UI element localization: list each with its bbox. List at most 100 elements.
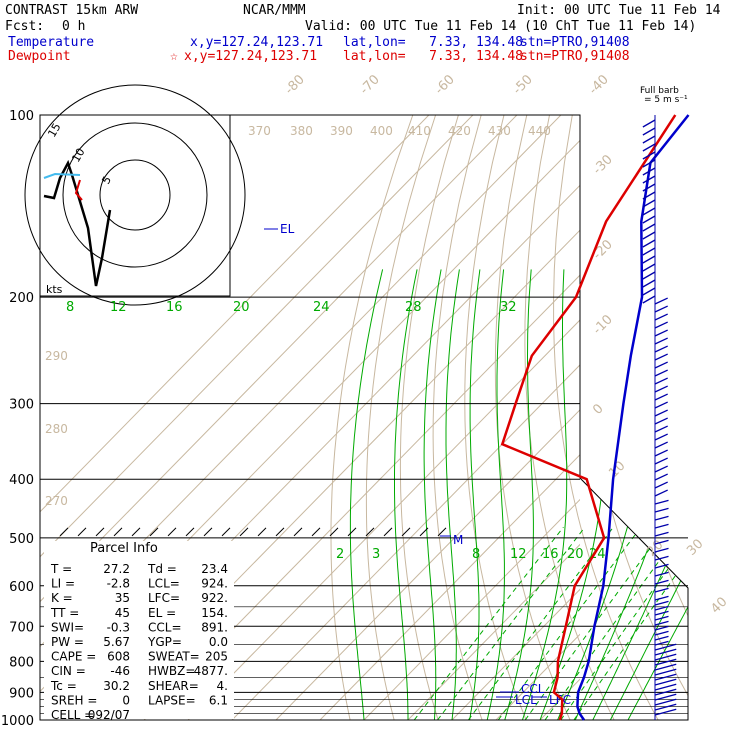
dew-star-icon: ☆ [170, 49, 178, 64]
wind-barb [654, 600, 669, 606]
mixing-ratio-line [544, 526, 685, 720]
wind-barb [642, 215, 656, 224]
hatch-mark [275, 527, 285, 537]
pressure-tick-label: 700 [9, 620, 34, 635]
isotherm-line [40, 115, 474, 558]
wind-barb [642, 223, 656, 232]
parcel-value: -0.3 [107, 620, 130, 634]
wind-barb [642, 287, 656, 296]
wind-barb [654, 620, 669, 626]
wind-barb [654, 377, 668, 385]
wind-barb [654, 663, 677, 671]
isotherm-line [143, 274, 580, 720]
pressure-tick-label: 400 [9, 473, 34, 488]
parcel-key: SHEAR= [148, 679, 199, 693]
moist-adiabat-line [592, 269, 688, 720]
wind-barb [654, 449, 668, 457]
wind-barb [654, 361, 668, 369]
parcel-key: LI = [51, 577, 75, 591]
parcel-key: EL = [148, 606, 176, 620]
parcel-title: Parcel Info [90, 541, 158, 556]
mixing-ratio-label: 16 [166, 300, 183, 315]
wind-barb [654, 640, 669, 646]
parcel-value: 27.2 [103, 562, 130, 576]
isotherm-label: 10 [606, 459, 628, 481]
mixing-ratio-label: 20 [233, 300, 250, 315]
wind-barb [642, 295, 656, 304]
isotherm-label: -40 [586, 72, 612, 98]
isotherm-line [40, 115, 430, 513]
parcel-key: PW = [51, 635, 84, 649]
moist-adiabat-line [627, 269, 688, 720]
mixing-ratio-label: 8 [472, 547, 480, 562]
init-time: Init: 00 UTC Tue 11 Feb 14 [517, 3, 721, 18]
isotherm-label: -10 [590, 312, 616, 338]
hatch-mark [113, 527, 123, 537]
temperature-line [576, 114, 690, 721]
mixing-ratio-line [497, 526, 642, 720]
wind-barb [654, 481, 668, 489]
isotherm-label: -80 [282, 72, 308, 98]
dry-adiabat-lines [330, 115, 688, 720]
theta-label: 280 [45, 422, 68, 436]
isotherm-label: 30 [684, 537, 706, 559]
hatch-mark [419, 527, 429, 537]
wind-barb [654, 693, 677, 701]
parcel-key: SWI= [51, 620, 84, 634]
isotherm-label: -30 [590, 152, 616, 178]
wind-barb [654, 489, 668, 497]
wind-barb [654, 353, 668, 361]
wind-barb [642, 231, 656, 240]
dry-adiabat-line [683, 115, 688, 720]
wind-barb [654, 369, 668, 377]
mixing-ratio-label: 24 [589, 547, 606, 562]
dew-latlon: lat,lon= 7.33, 134.48 [343, 49, 524, 64]
moist-adiabat-line [574, 269, 688, 720]
theta-label: 400 [370, 124, 393, 138]
wind-barb [654, 531, 669, 537]
moist-adiabat-line [445, 269, 460, 720]
wind-barb [654, 605, 669, 611]
hodo-ring-label: 10 [69, 146, 87, 165]
hatch-mark [365, 527, 375, 537]
parcel-value: 23.4 [201, 562, 228, 576]
hatch-mark [329, 527, 339, 537]
hatch-mark [77, 527, 87, 537]
parcel-key: CELL = [51, 708, 94, 722]
pressure-tick-label: 800 [9, 655, 34, 670]
pressure-tick-label: 900 [9, 686, 34, 701]
fcst-label: Fcst: [5, 19, 45, 34]
mixing-ratio-label: 2 [336, 547, 344, 562]
wind-barb [642, 239, 656, 248]
parcel-key: SWEAT= [148, 650, 200, 664]
wind-barb [654, 688, 677, 696]
hatch-mark [221, 527, 231, 537]
parcel-value: 154. [201, 606, 228, 620]
wind-barb [654, 523, 669, 529]
isotherm-line [275, 409, 580, 720]
parcel-value: 0.0 [209, 635, 228, 649]
wind-barb [642, 247, 656, 256]
hodo-units: kts [46, 283, 63, 296]
wind-barb [654, 305, 668, 313]
plot-frame [39, 114, 689, 721]
hodo-ring [24, 84, 246, 306]
wind-barb [642, 135, 656, 144]
theta-label: 410 [408, 124, 431, 138]
theta-label: 270 [45, 494, 68, 508]
isotherm-line [319, 453, 580, 720]
parcel-value: 092/07 [88, 708, 130, 722]
parcel-value: 205 [205, 650, 228, 664]
isotherm-line [716, 115, 740, 720]
wind-barb [654, 579, 669, 585]
level-label-m: M [453, 533, 463, 547]
pressure-tick-label: 100 [9, 109, 34, 124]
sounding-profiles [500, 114, 690, 721]
hatch-mark [131, 527, 141, 537]
wind-barb [654, 668, 677, 676]
parcel-bg [44, 541, 234, 719]
wind-barb [654, 345, 668, 353]
parcel-value: 4877. [194, 664, 228, 678]
hodo-trace-red [74, 179, 83, 201]
moist-adiabat-line [423, 269, 442, 720]
